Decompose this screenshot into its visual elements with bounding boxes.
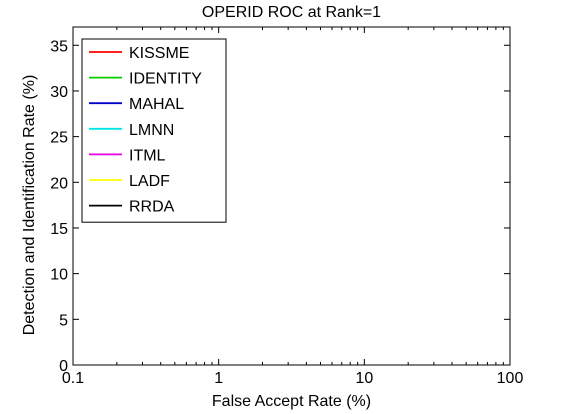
x-tick-label: 100: [497, 370, 524, 387]
x-axis-label: False Accept Rate (%): [211, 393, 372, 410]
legend-label: ITML: [129, 147, 166, 164]
chart-title: OPERID ROC at Rank=1: [201, 4, 382, 21]
legend-label: LADF: [129, 173, 170, 190]
legend-label: KISSME: [129, 45, 189, 62]
ticks-layer: 0.1 1 10 100 0 5 10 15 20 25 30 35: [50, 27, 523, 387]
y-tick-label: 30: [50, 84, 68, 101]
y-tick-label: 5: [59, 312, 68, 329]
y-tick-label: 10: [50, 267, 68, 284]
y-tick-label: 15: [50, 221, 68, 238]
y-tick-label: 0: [59, 358, 68, 375]
y-tick-label: 25: [50, 130, 68, 147]
y-tick-label: 35: [50, 38, 68, 55]
x-tick-label: 0.1: [62, 370, 84, 387]
x-tick-label: 10: [355, 370, 373, 387]
legend-label: LMNN: [129, 122, 174, 139]
axes-box: [72, 26, 511, 366]
legend: KISSME IDENTITY MAHAL LMNN ITML LADF RRDA: [81, 38, 227, 223]
legend-label: RRDA: [129, 199, 175, 216]
y-tick-label: 20: [50, 175, 68, 192]
y-axis-label: Detection and Identification Rate (%): [21, 74, 38, 336]
x-tick-label: 1: [214, 370, 223, 387]
legend-label: IDENTITY: [129, 71, 202, 88]
legend-label: MAHAL: [129, 96, 184, 113]
legend-box: [81, 38, 227, 223]
